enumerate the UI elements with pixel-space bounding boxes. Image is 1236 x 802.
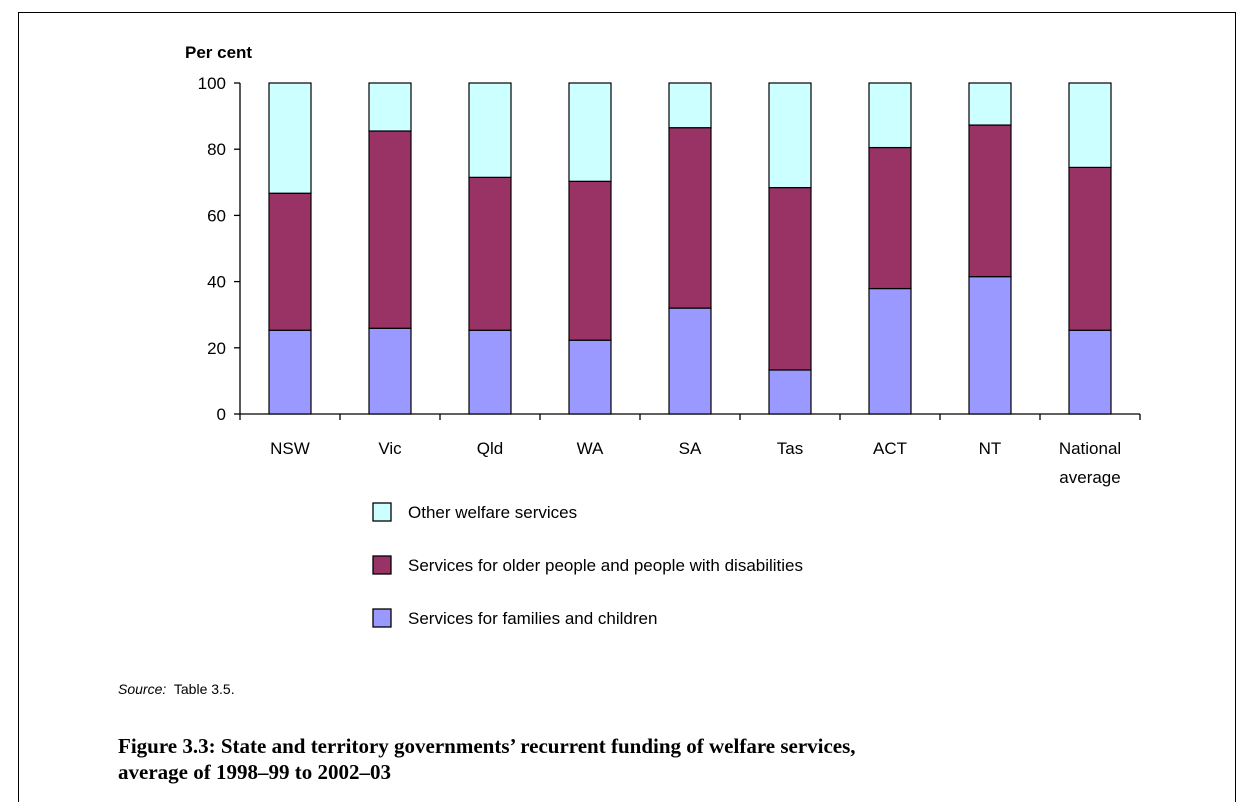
legend-label: Other welfare services xyxy=(408,503,577,522)
bar-segment xyxy=(768,186,812,371)
x-tick-label: Vic xyxy=(378,439,402,458)
bar-segment xyxy=(868,287,912,415)
x-tick-label-line: average xyxy=(1059,468,1120,487)
y-tick-label: 80 xyxy=(207,140,226,159)
bar-segment xyxy=(768,369,812,415)
bar-segment xyxy=(368,130,412,329)
x-tick-label-line: WA xyxy=(577,439,604,458)
bar-segment xyxy=(568,180,612,341)
bar-segment xyxy=(568,82,612,182)
x-tick-label: NT xyxy=(979,439,1002,458)
source-text: Table 3.5. xyxy=(173,681,235,697)
bar-segment xyxy=(1068,166,1112,331)
bar-segment xyxy=(968,82,1012,126)
bar-segment xyxy=(468,176,512,331)
legend-label: Services for families and children xyxy=(408,609,657,628)
bar-segment xyxy=(368,327,412,415)
x-tick-label-line: ACT xyxy=(873,439,907,458)
bar-segment xyxy=(868,146,912,290)
bar-segment xyxy=(368,82,412,132)
x-tick-label: Qld xyxy=(477,439,503,458)
x-tick-label-line: National xyxy=(1059,439,1121,458)
caption-line-1: Figure 3.3: State and territory governme… xyxy=(118,734,856,758)
bar-segment xyxy=(968,124,1012,278)
x-tick-label-line: Tas xyxy=(777,439,803,458)
caption-line-2: average of 1998–99 to 2002–03 xyxy=(118,760,391,784)
bar-segment xyxy=(568,339,612,415)
x-tick-label-line: Vic xyxy=(378,439,402,458)
x-tick-label: WA xyxy=(577,439,604,458)
bar-segment xyxy=(968,276,1012,415)
x-tick-label-line: Qld xyxy=(477,439,503,458)
y-tick-label: 0 xyxy=(217,405,226,424)
y-axis-label: Per cent xyxy=(185,43,252,62)
y-tick-label: 20 xyxy=(207,339,226,358)
bar-segment xyxy=(1068,329,1112,415)
bar-segment xyxy=(668,82,712,129)
x-tick-label: ACT xyxy=(873,439,907,458)
legend-swatch xyxy=(372,502,392,522)
bar-segment xyxy=(468,329,512,415)
x-tick-label: Tas xyxy=(777,439,803,458)
bar-segment xyxy=(868,82,912,149)
legend-label: Services for older people and people wit… xyxy=(408,556,803,575)
stacked-bar-chart: Per cent 0 20 40 60 80 100 NSW Vic Qld WA SA Tas ACT… xyxy=(185,43,1141,628)
x-tick-label-line: NSW xyxy=(270,439,310,458)
figure-caption: Figure 3.3: State and territory governme… xyxy=(118,733,1198,785)
y-tick-label: 100 xyxy=(198,74,226,93)
x-tick-label-line: SA xyxy=(679,439,702,458)
x-tick-label: National average xyxy=(1059,439,1121,487)
legend-swatch xyxy=(372,608,392,628)
x-tick-label-line: NT xyxy=(979,439,1002,458)
source-label: Source: xyxy=(118,681,167,697)
plot-area: 0 20 40 60 80 100 NSW Vic Qld WA SA Tas ACT NT Nationa… xyxy=(198,74,1141,487)
y-tick-label: 60 xyxy=(207,206,226,225)
legend: Other welfare services Services for older… xyxy=(372,502,803,628)
y-tick-label: 40 xyxy=(207,273,226,292)
source-note: Source: Table 3.5. xyxy=(118,681,235,697)
legend-swatch xyxy=(372,555,392,575)
bar-segment xyxy=(268,82,312,194)
bar-segment xyxy=(268,329,312,415)
bar-segment xyxy=(1068,82,1112,169)
x-tick-label: NSW xyxy=(270,439,310,458)
bar-segment xyxy=(768,82,812,189)
x-tick-label: SA xyxy=(679,439,702,458)
bar-segment xyxy=(668,127,712,309)
bar-segment xyxy=(668,307,712,415)
bar-segment xyxy=(468,82,512,178)
bar-segment xyxy=(268,192,312,331)
